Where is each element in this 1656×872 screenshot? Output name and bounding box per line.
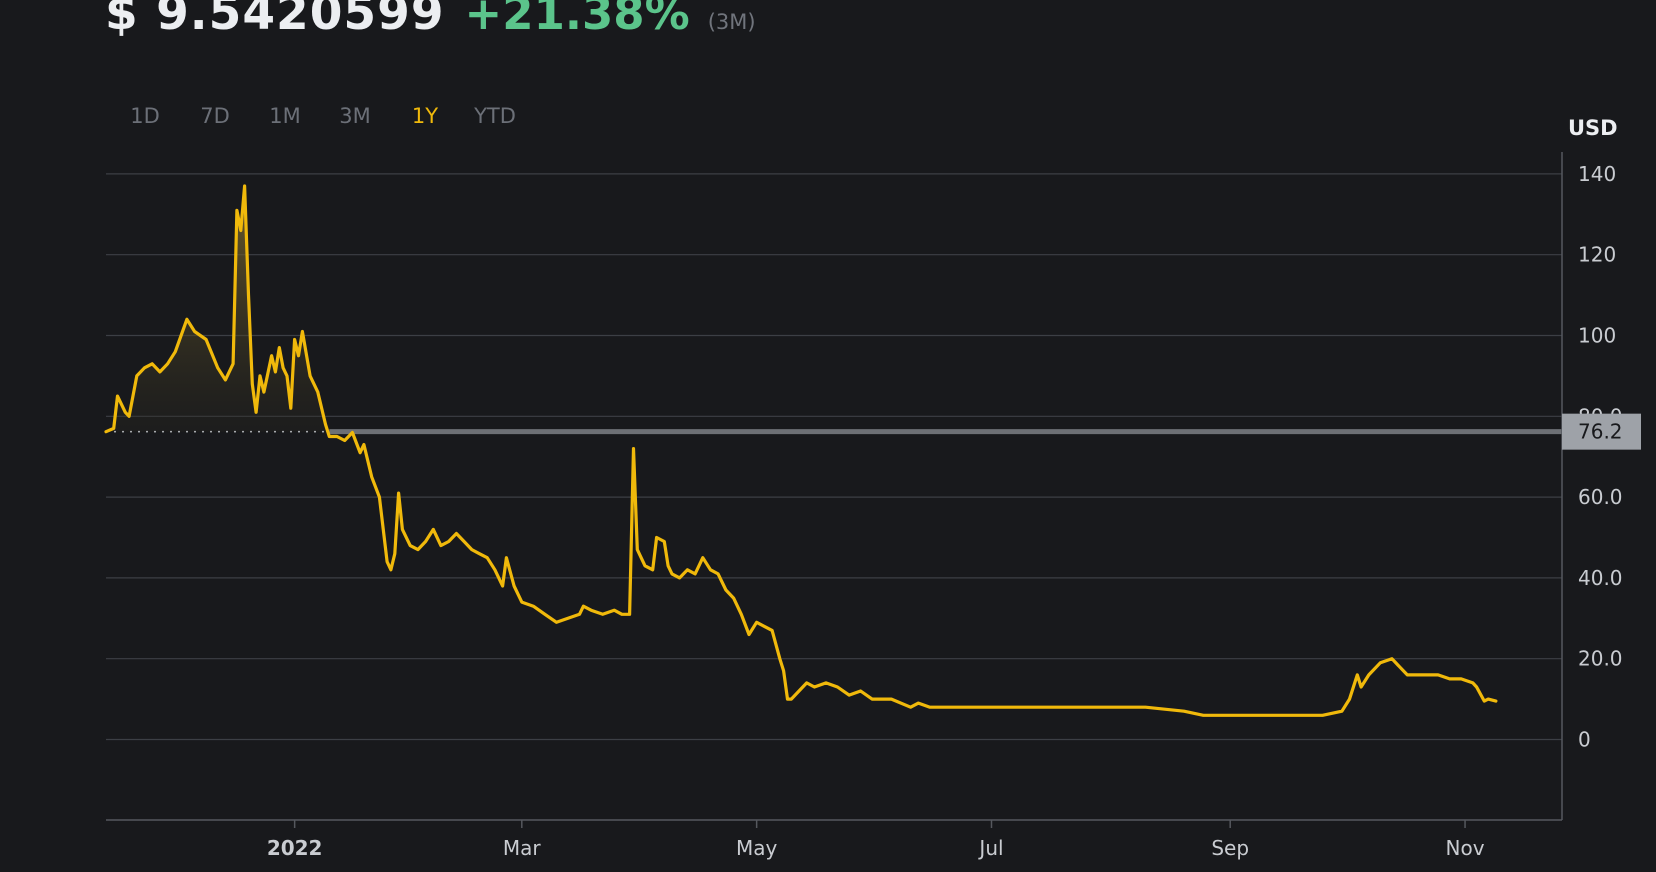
x-tick-label: Jul (977, 836, 1003, 860)
range-tab-ytd[interactable]: YTD (474, 104, 516, 128)
axis-layer: 020.040.060.080.01001201402022MarMayJulS… (106, 152, 1641, 860)
positive-area-fill (106, 186, 330, 432)
y-tick-label: 20.0 (1578, 647, 1623, 671)
current-price: $ 9.5420599 (105, 0, 445, 41)
x-tick-label: May (736, 836, 778, 860)
y-tick-label: 120 (1578, 243, 1616, 267)
y-tick-label: 60.0 (1578, 485, 1623, 509)
range-tab-1m[interactable]: 1M (269, 104, 301, 128)
y-tick-label: 40.0 (1578, 566, 1623, 590)
reference-value-tag (1562, 413, 1641, 450)
currency-label: USD (1568, 116, 1618, 140)
x-tick-label: Mar (503, 836, 542, 860)
y-tick-label: 100 (1578, 324, 1616, 348)
reference-value-label: 76.2 (1578, 420, 1623, 444)
area-layer (106, 186, 330, 432)
x-tick-label: Sep (1211, 836, 1249, 860)
range-tab-1y[interactable]: 1Y (411, 104, 439, 128)
x-tick-label: 2022 (267, 836, 323, 860)
y-tick-label: 0 (1578, 728, 1591, 752)
x-tick-label: Nov (1446, 836, 1485, 860)
price-line (104, 184, 1498, 717)
y-tick-label: 140 (1578, 162, 1616, 186)
time-range-tabs: 1D 7D 1M 3M 1Y YTD (110, 104, 530, 128)
range-tab-1d[interactable]: 1D (130, 104, 160, 128)
change-period: (3M) (707, 10, 756, 34)
grid-layer (106, 173, 1562, 741)
line-layer (104, 184, 1498, 717)
range-tab-3m[interactable]: 3M (339, 104, 371, 128)
price-change-percent: +21.38% (464, 0, 690, 40)
range-tab-7d[interactable]: 7D (200, 104, 230, 128)
price-header: $ 9.5420599 +21.38% (3M) (105, 0, 756, 41)
